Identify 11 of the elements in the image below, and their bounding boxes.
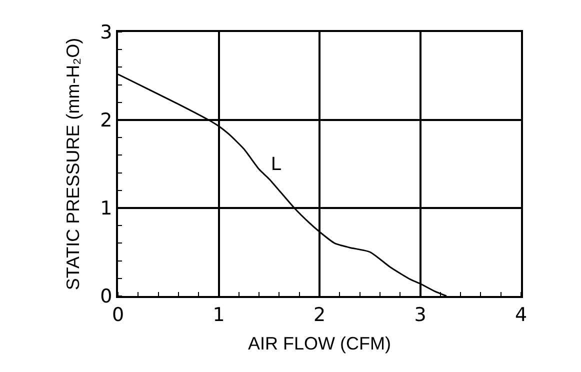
y-axis-title: STATIC PRESSURE (mm-H₂O) xyxy=(62,38,83,290)
y-tick-label: 3 xyxy=(100,22,112,44)
series-label: L xyxy=(271,154,282,175)
y-tick-label: 2 xyxy=(100,110,112,132)
x-tick-label: 1 xyxy=(212,304,225,326)
x-axis-title: AIR FLOW (CFM) xyxy=(248,333,391,354)
y-tick-label: 0 xyxy=(100,286,112,308)
y-tick-label: 1 xyxy=(100,198,112,220)
x-tick-label: 4 xyxy=(514,304,528,326)
x-tick-label: 3 xyxy=(414,304,426,326)
x-tick-label: 2 xyxy=(313,304,326,326)
